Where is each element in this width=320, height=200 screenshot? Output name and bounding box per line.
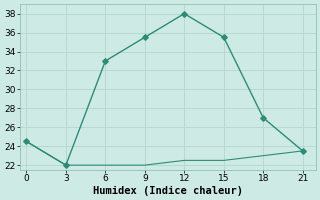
X-axis label: Humidex (Indice chaleur): Humidex (Indice chaleur) (93, 186, 243, 196)
